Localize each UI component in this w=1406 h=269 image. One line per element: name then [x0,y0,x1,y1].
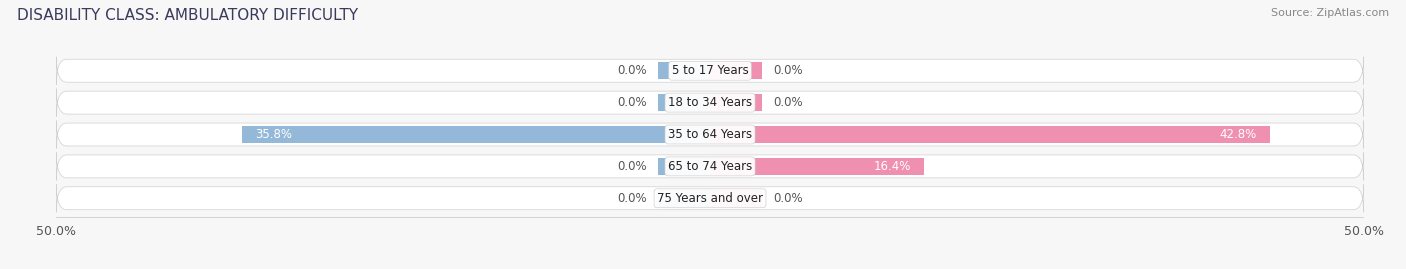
Text: 65 to 74 Years: 65 to 74 Years [668,160,752,173]
Text: 0.0%: 0.0% [773,192,803,205]
Text: DISABILITY CLASS: AMBULATORY DIFFICULTY: DISABILITY CLASS: AMBULATORY DIFFICULTY [17,8,359,23]
Bar [710,94,762,111]
Bar [658,190,710,207]
Bar [710,62,762,79]
FancyBboxPatch shape [56,152,1364,180]
Bar [710,190,762,207]
Text: 16.4%: 16.4% [875,160,911,173]
Text: 5 to 17 Years: 5 to 17 Years [672,64,748,77]
Bar [242,126,710,143]
Bar [710,158,925,175]
FancyBboxPatch shape [56,89,1364,117]
Bar [658,94,710,111]
Bar [658,62,710,79]
Text: 0.0%: 0.0% [617,192,647,205]
Text: 0.0%: 0.0% [773,96,803,109]
Text: 42.8%: 42.8% [1219,128,1257,141]
Text: 18 to 34 Years: 18 to 34 Years [668,96,752,109]
Text: 0.0%: 0.0% [773,64,803,77]
Text: 0.0%: 0.0% [617,64,647,77]
FancyBboxPatch shape [56,121,1364,148]
FancyBboxPatch shape [56,184,1364,212]
Text: 35.8%: 35.8% [254,128,292,141]
Text: 75 Years and over: 75 Years and over [657,192,763,205]
Text: Source: ZipAtlas.com: Source: ZipAtlas.com [1271,8,1389,18]
Text: 0.0%: 0.0% [617,160,647,173]
Text: 0.0%: 0.0% [617,96,647,109]
FancyBboxPatch shape [56,57,1364,85]
Text: 35 to 64 Years: 35 to 64 Years [668,128,752,141]
Bar [658,158,710,175]
Bar [710,126,1270,143]
